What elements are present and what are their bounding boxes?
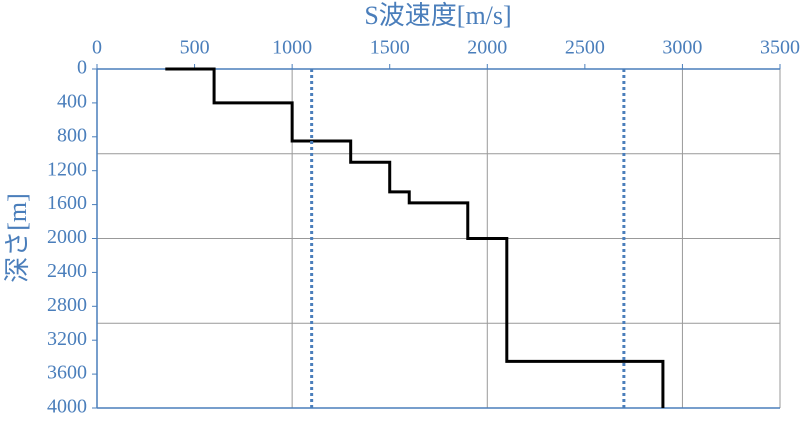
x-tick-label: 1000 [272, 37, 312, 59]
profile-line [165, 67, 665, 408]
y-tick-label: 1200 [47, 158, 87, 180]
y-tick-label: 3600 [47, 362, 87, 384]
y-tick-label: 2000 [47, 226, 87, 248]
x-tick-label: 3000 [662, 37, 702, 59]
y-tick-label: 0 [77, 57, 87, 79]
y-tick-label: 4000 [47, 396, 87, 418]
x-axis-title: S波速度[m/s] [364, 1, 511, 30]
y-tick-label: 800 [57, 124, 87, 146]
y-tick-label: 3200 [47, 328, 87, 350]
x-tick-label: 2000 [467, 37, 507, 59]
x-tick-label: 2500 [565, 37, 605, 59]
y-tick-label: 2400 [47, 260, 87, 282]
x-tick-label: 500 [180, 37, 210, 59]
x-tick-label: 3500 [760, 37, 800, 59]
x-tick-label: 0 [92, 37, 102, 59]
y-tick-label: 2800 [47, 294, 87, 316]
y-tick-label: 400 [57, 90, 87, 112]
y-tick-label: 1600 [47, 192, 87, 214]
y-axis-title: 深さ[m] [3, 193, 32, 283]
x-tick-label: 1500 [370, 37, 410, 59]
